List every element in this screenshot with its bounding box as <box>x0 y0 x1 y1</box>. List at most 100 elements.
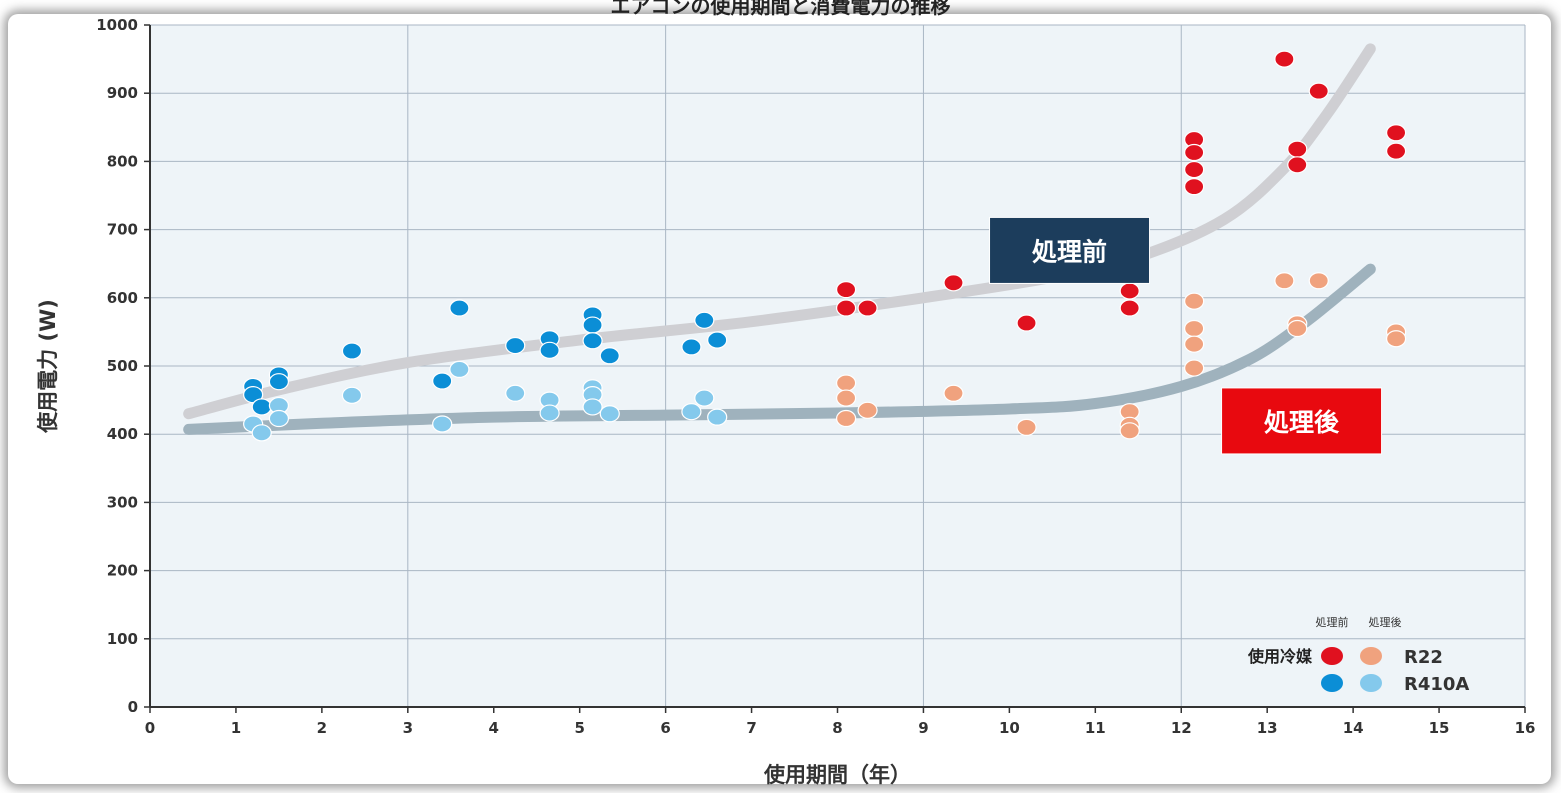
data-point-series-1 <box>1287 319 1308 338</box>
legend-row-label: 使用冷媒 <box>1247 647 1313 666</box>
data-point-series-3 <box>582 398 603 416</box>
y-tick-label: 800 <box>107 152 138 170</box>
data-point-series-1 <box>1184 292 1205 310</box>
data-point-series-0 <box>835 299 857 317</box>
data-points <box>243 50 1407 442</box>
data-point-series-1 <box>835 389 857 407</box>
legend-marker-after <box>1360 647 1382 665</box>
x-tick-label: 16 <box>1515 719 1536 737</box>
data-point-series-2 <box>694 311 715 329</box>
x-tick-label: 13 <box>1257 719 1278 737</box>
data-point-series-2 <box>707 331 728 349</box>
legend-header-label: 処理前 <box>1316 615 1349 629</box>
data-point-series-3 <box>505 384 526 402</box>
annotation-label: 処理後 <box>1264 408 1340 437</box>
data-point-series-3 <box>432 415 453 433</box>
y-tick-label: 100 <box>107 630 138 648</box>
axes <box>144 24 1526 713</box>
data-point-series-3 <box>449 360 470 379</box>
data-point-series-1 <box>1274 272 1295 290</box>
data-point-series-0 <box>1385 142 1407 160</box>
data-point-series-3 <box>341 386 363 404</box>
data-point-series-1 <box>1016 418 1037 436</box>
data-point-series-2 <box>582 316 603 334</box>
data-point-series-0 <box>1308 82 1329 100</box>
y-tick-label: 600 <box>107 289 138 307</box>
data-point-series-0 <box>1119 299 1140 317</box>
data-point-series-3 <box>694 389 715 407</box>
data-point-series-2 <box>432 372 453 390</box>
x-axis-label: 使用期間（年） <box>763 763 911 787</box>
x-tick-label: 2 <box>317 719 327 737</box>
x-tick-label: 10 <box>999 719 1020 737</box>
legend-series-name: R410A <box>1404 674 1469 695</box>
data-point-series-0 <box>835 281 857 299</box>
y-tick-labels: 0 100 200 300 400 500 600 700 800 900 1000 <box>96 16 138 716</box>
legend-marker-before <box>1321 674 1343 692</box>
data-point-series-1 <box>943 384 964 402</box>
data-point-series-0 <box>857 299 878 317</box>
data-point-series-2 <box>251 398 272 416</box>
x-tick-label: 1 <box>231 719 241 737</box>
data-point-series-1 <box>835 374 857 392</box>
data-point-series-0 <box>1119 282 1140 300</box>
annotation-box <box>1221 387 1383 455</box>
data-point-series-0 <box>1184 160 1205 179</box>
data-point-series-0 <box>1287 156 1308 174</box>
data-point-series-0 <box>1287 140 1308 158</box>
data-point-series-0 <box>943 274 964 292</box>
data-point-series-2 <box>268 373 290 391</box>
legend-header-label: 処理後 <box>1369 615 1402 629</box>
data-point-series-1 <box>1184 319 1205 338</box>
legend-marker-before <box>1321 647 1343 665</box>
trend-line-処理後 <box>183 263 1376 435</box>
data-point-series-1 <box>1119 422 1140 440</box>
data-point-series-3 <box>268 409 290 428</box>
x-tick-label: 7 <box>746 719 756 737</box>
y-tick-label: 1000 <box>96 16 138 34</box>
grid-lines <box>150 24 1526 707</box>
x-tick-label: 5 <box>574 719 584 737</box>
x-tick-label: 11 <box>1085 719 1106 737</box>
y-tick-label: 400 <box>107 425 138 443</box>
x-tick-label: 14 <box>1343 719 1364 737</box>
data-point-series-3 <box>251 424 272 442</box>
y-axis-label: 使用電力 (W) <box>36 299 60 434</box>
data-point-series-1 <box>1184 335 1205 353</box>
legend-marker-after <box>1360 674 1382 692</box>
y-tick-label: 900 <box>107 84 138 102</box>
data-point-series-3 <box>539 404 560 422</box>
y-tick-label: 300 <box>107 493 138 511</box>
x-tick-label: 15 <box>1429 719 1450 737</box>
data-point-series-3 <box>707 408 728 426</box>
trend-line-処理前 <box>183 43 1376 420</box>
x-tick-label: 4 <box>489 719 499 737</box>
annotation-label: 処理前 <box>1032 237 1107 266</box>
data-point-series-2 <box>599 347 620 365</box>
x-tick-label: 0 <box>145 719 155 737</box>
data-point-series-3 <box>599 405 620 423</box>
data-point-series-1 <box>857 401 878 419</box>
x-tick-label: 8 <box>832 719 842 737</box>
x-tick-label: 12 <box>1171 719 1192 737</box>
data-point-series-1 <box>1385 330 1407 348</box>
legend-series-name: R22 <box>1404 647 1443 668</box>
x-tick-label: 6 <box>660 719 670 737</box>
y-tick-label: 0 <box>128 698 138 716</box>
data-point-series-0 <box>1016 314 1037 332</box>
data-point-series-0 <box>1184 143 1205 162</box>
data-point-series-0 <box>1385 124 1407 142</box>
x-tick-labels: 0 1 2 3 4 5 6 7 8 9 10 11 12 13 14 15 16 <box>145 719 1536 737</box>
data-point-series-2 <box>681 338 702 356</box>
data-point-series-3 <box>681 403 702 421</box>
data-point-series-2 <box>539 341 560 359</box>
y-tick-label: 200 <box>107 562 138 580</box>
data-point-series-0 <box>1184 178 1205 196</box>
data-point-series-2 <box>505 336 526 355</box>
annotation-box <box>989 216 1151 284</box>
data-point-series-1 <box>1308 272 1329 290</box>
data-point-series-1 <box>1184 359 1205 377</box>
